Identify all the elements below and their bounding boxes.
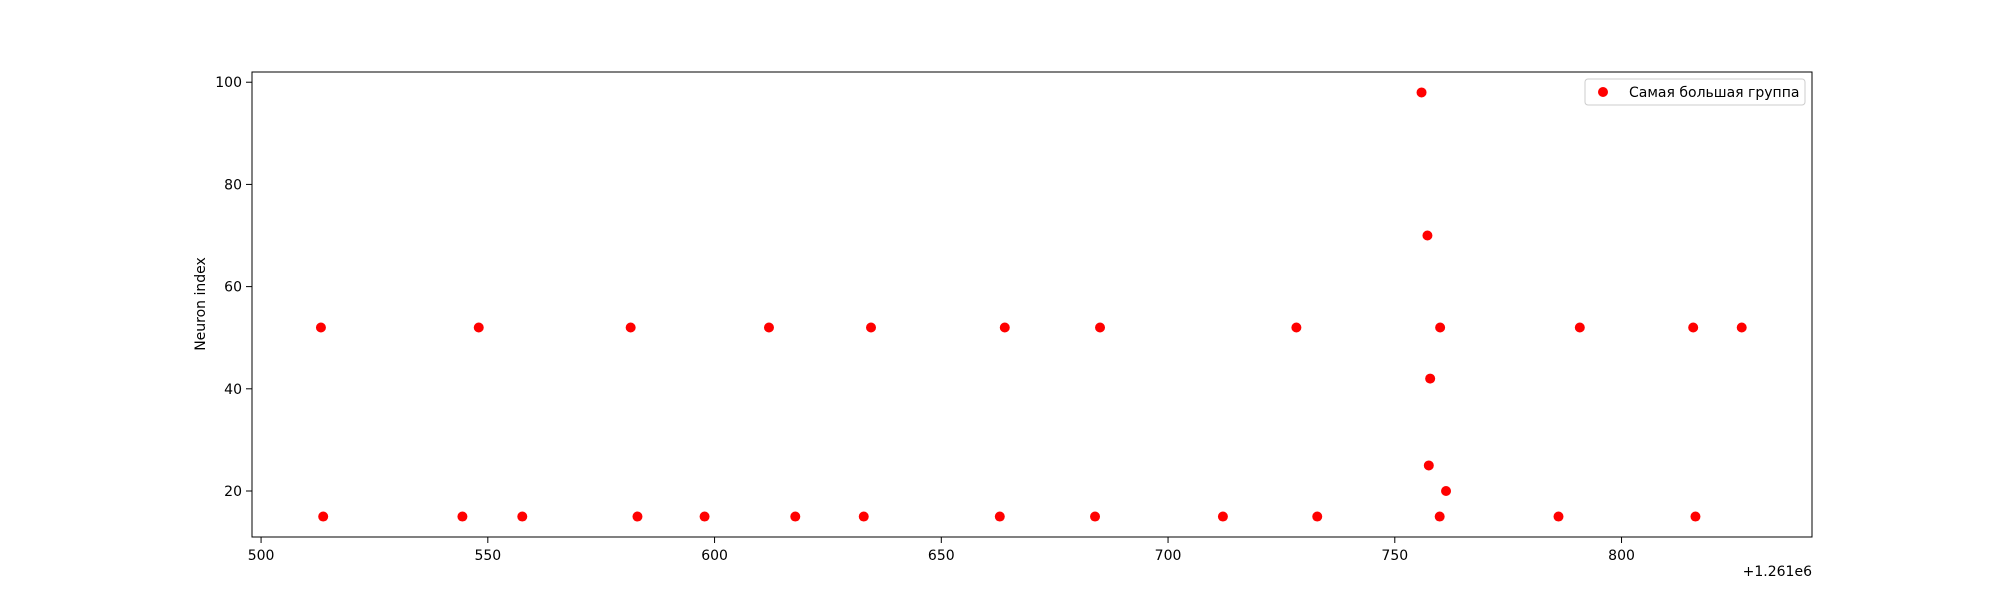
data-point <box>858 511 869 522</box>
data-point <box>1736 322 1747 333</box>
data-points <box>315 87 1747 522</box>
data-point <box>632 511 643 522</box>
legend-box <box>1584 78 1806 106</box>
data-point <box>625 322 636 333</box>
data-point <box>1690 511 1701 522</box>
x-tick-label: 600 <box>701 548 728 564</box>
plot-area <box>251 71 1813 538</box>
data-point <box>1425 373 1436 384</box>
data-point <box>1291 322 1302 333</box>
data-point <box>1090 511 1101 522</box>
data-point <box>866 322 877 333</box>
y-axis: 20 40 60 80 100 <box>215 75 252 500</box>
data-point <box>999 322 1010 333</box>
data-point <box>790 511 801 522</box>
x-tick-label: 550 <box>474 548 501 564</box>
data-point <box>1441 486 1452 497</box>
y-axis-label: Neuron index <box>193 257 209 351</box>
x-tick-label: 800 <box>1608 548 1635 564</box>
x-axis: 500 550 600 650 700 750 800 <box>248 537 1635 564</box>
data-point <box>994 511 1005 522</box>
x-offset-label: +1.261e6 <box>1743 564 1812 580</box>
legend: Самая большая группа <box>1584 78 1806 106</box>
data-point <box>1688 322 1699 333</box>
data-point <box>473 322 484 333</box>
data-point <box>1434 511 1445 522</box>
y-tick-label: 40 <box>224 382 242 398</box>
x-tick-label: 500 <box>248 548 275 564</box>
x-tick-label: 750 <box>1381 548 1408 564</box>
data-point <box>763 322 774 333</box>
data-point <box>1553 511 1564 522</box>
x-tick-label: 650 <box>928 548 955 564</box>
data-point <box>699 511 710 522</box>
y-tick-label: 100 <box>215 75 242 91</box>
y-tick-label: 60 <box>224 280 242 296</box>
data-point <box>1574 322 1585 333</box>
data-point <box>1095 322 1106 333</box>
data-point <box>1423 460 1434 471</box>
data-point <box>315 322 326 333</box>
data-point <box>1422 230 1433 241</box>
data-point <box>1435 322 1446 333</box>
data-point <box>517 511 528 522</box>
x-tick-label: 700 <box>1155 548 1182 564</box>
data-point <box>1217 511 1228 522</box>
legend-label: Самая большая группа <box>1629 85 1799 101</box>
data-point <box>318 511 329 522</box>
data-point <box>1416 87 1427 98</box>
legend-marker <box>1598 87 1608 97</box>
data-point <box>1312 511 1323 522</box>
y-tick-label: 80 <box>224 177 242 193</box>
y-tick-label: 20 <box>224 484 242 500</box>
data-point <box>457 511 468 522</box>
